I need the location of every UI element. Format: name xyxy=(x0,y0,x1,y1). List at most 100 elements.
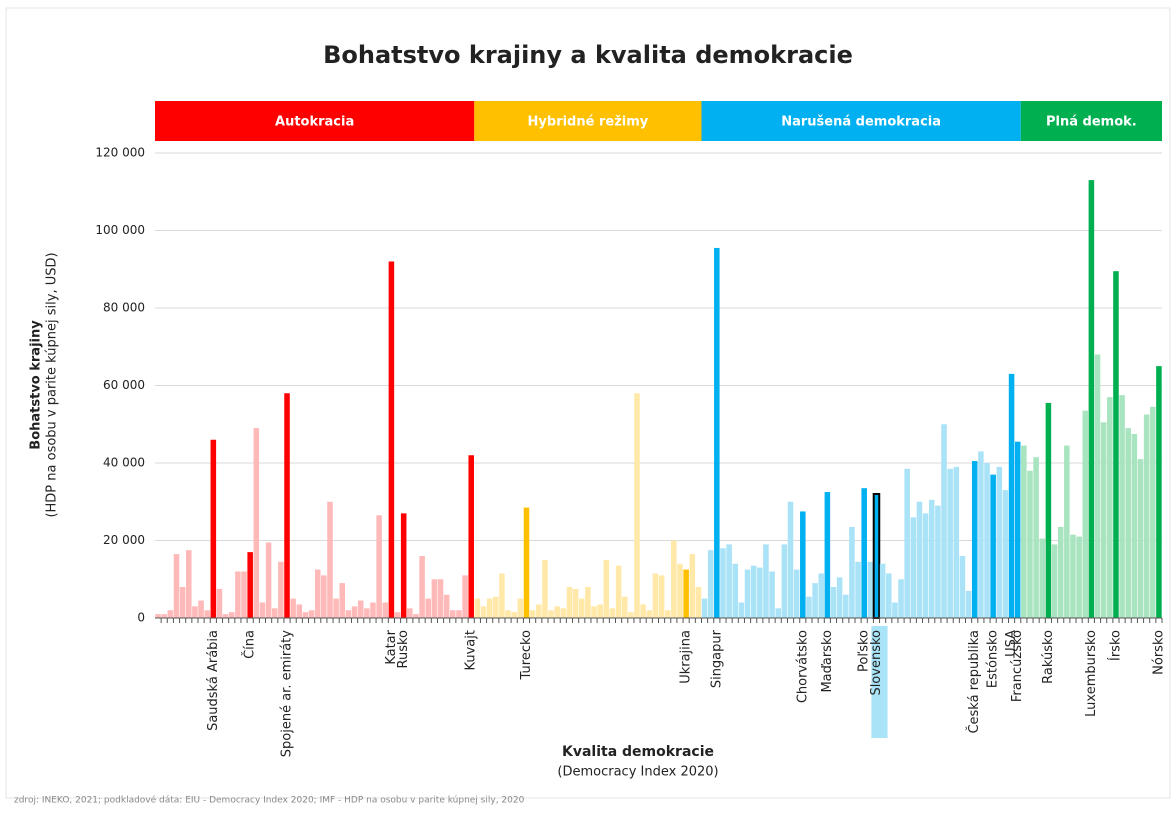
bar xyxy=(812,583,818,618)
bar xyxy=(1051,544,1058,618)
bar xyxy=(468,455,474,618)
bar xyxy=(419,556,425,618)
bar xyxy=(505,610,511,618)
bar xyxy=(793,569,800,618)
bar xyxy=(235,571,241,618)
bar xyxy=(173,554,180,618)
bar xyxy=(898,579,904,618)
frame xyxy=(5,7,1171,799)
bar xyxy=(1014,441,1021,618)
bar xyxy=(443,594,450,618)
bar xyxy=(271,608,278,618)
bar xyxy=(609,608,616,618)
bar xyxy=(916,501,923,618)
regime-label: Hybridné režimy xyxy=(528,115,649,130)
bar xyxy=(554,606,560,618)
bar xyxy=(284,393,290,618)
x-axis-title: Kvalita demokracie xyxy=(562,744,714,760)
bar xyxy=(474,598,481,618)
x-tick-label: Spojené ar. emiráty xyxy=(280,630,295,758)
bar xyxy=(400,513,407,618)
bar xyxy=(186,550,192,618)
bar xyxy=(978,451,984,618)
bar xyxy=(548,610,554,618)
bar xyxy=(1088,180,1095,618)
x-tick-label: Poľsko xyxy=(857,630,872,672)
bar xyxy=(818,573,824,618)
bar xyxy=(750,565,757,618)
regime-label: Autokracia xyxy=(275,115,354,130)
bar xyxy=(965,590,972,618)
bar xyxy=(370,602,376,618)
bar xyxy=(351,606,358,618)
bar xyxy=(425,598,432,618)
bar xyxy=(413,614,419,618)
bar xyxy=(634,393,640,618)
bar xyxy=(1076,536,1082,618)
bar xyxy=(394,612,401,618)
bar xyxy=(542,559,548,618)
y-tick-label: 0 xyxy=(137,611,145,625)
bar xyxy=(621,596,628,618)
x-tick-label: Francúzsko xyxy=(1010,630,1025,702)
regime-band xyxy=(1020,101,1162,141)
bar xyxy=(339,583,346,618)
x-tick-label: Slovensko xyxy=(869,630,884,696)
bar xyxy=(990,474,996,618)
bar xyxy=(707,550,714,618)
bar xyxy=(628,612,634,618)
bar xyxy=(480,606,487,618)
regime-label: Narušená demokracia xyxy=(781,115,941,130)
bar xyxy=(984,463,990,618)
bar xyxy=(1119,395,1125,618)
bar xyxy=(701,598,708,618)
bar xyxy=(1002,490,1009,618)
bar xyxy=(591,606,597,618)
bar xyxy=(222,614,229,618)
bar xyxy=(499,573,505,618)
bar xyxy=(535,604,542,618)
bar xyxy=(1094,354,1101,618)
bar xyxy=(265,542,272,618)
bar xyxy=(732,563,739,618)
bar xyxy=(585,587,591,618)
bar xyxy=(695,587,702,618)
x-axis-subtitle: (Democracy Index 2020) xyxy=(557,765,718,780)
regime-label: Plná demok. xyxy=(1046,115,1137,130)
bar xyxy=(517,598,524,618)
x-tick-label: Ukrajina xyxy=(679,630,694,684)
bar xyxy=(904,468,910,618)
y-tick-label: 100 000 xyxy=(95,223,145,237)
bar xyxy=(947,468,953,618)
bar xyxy=(781,544,788,618)
bar xyxy=(800,511,806,618)
bar xyxy=(640,604,646,618)
x-tick-label: Rakúsko xyxy=(1041,630,1056,684)
regime-band xyxy=(474,101,702,141)
bar xyxy=(327,501,333,618)
bar xyxy=(714,247,720,618)
bar xyxy=(910,517,917,618)
bar xyxy=(769,571,775,618)
source-note: zdroj: INEKO, 2021; podkladové dáta: EIU… xyxy=(14,795,525,806)
bar xyxy=(1156,366,1162,618)
bar xyxy=(935,505,941,618)
bar xyxy=(1070,534,1076,618)
bar xyxy=(953,466,960,618)
y-axis-title: Bohatstvo krajiny xyxy=(29,320,44,450)
bar xyxy=(388,261,395,618)
y-tick-label: 120 000 xyxy=(95,146,145,160)
bar xyxy=(1021,445,1027,618)
bar xyxy=(646,610,653,618)
bar xyxy=(278,561,284,618)
bar xyxy=(308,610,315,618)
x-tick-label: Nórsko xyxy=(1151,630,1166,675)
bar xyxy=(247,552,253,618)
bar xyxy=(763,544,769,618)
bar xyxy=(216,588,223,618)
x-tick-label: Katar xyxy=(384,629,399,664)
bar xyxy=(192,606,198,618)
bar xyxy=(204,610,210,618)
bar xyxy=(1064,445,1070,618)
bar xyxy=(376,515,382,618)
